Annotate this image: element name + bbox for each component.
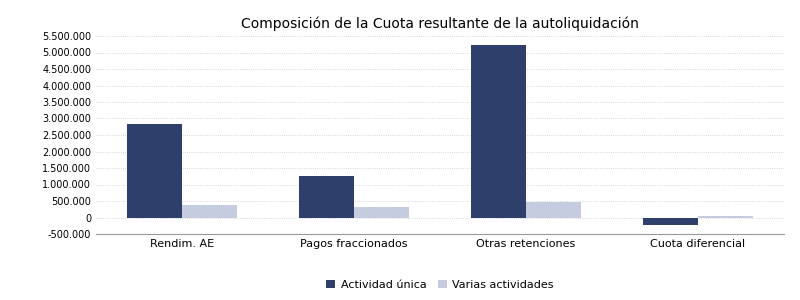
Legend: Actividad única, Varias actividades: Actividad única, Varias actividades — [322, 275, 558, 294]
Bar — [642, 218, 698, 225]
Bar — [127, 124, 182, 218]
Bar — [182, 205, 238, 217]
Bar — [299, 176, 354, 218]
Title: Composición de la Cuota resultante de la autoliquidación: Composición de la Cuota resultante de la… — [241, 16, 639, 31]
Bar — [526, 202, 581, 218]
Bar — [354, 207, 409, 218]
Bar — [698, 216, 753, 218]
Bar — [471, 45, 526, 218]
